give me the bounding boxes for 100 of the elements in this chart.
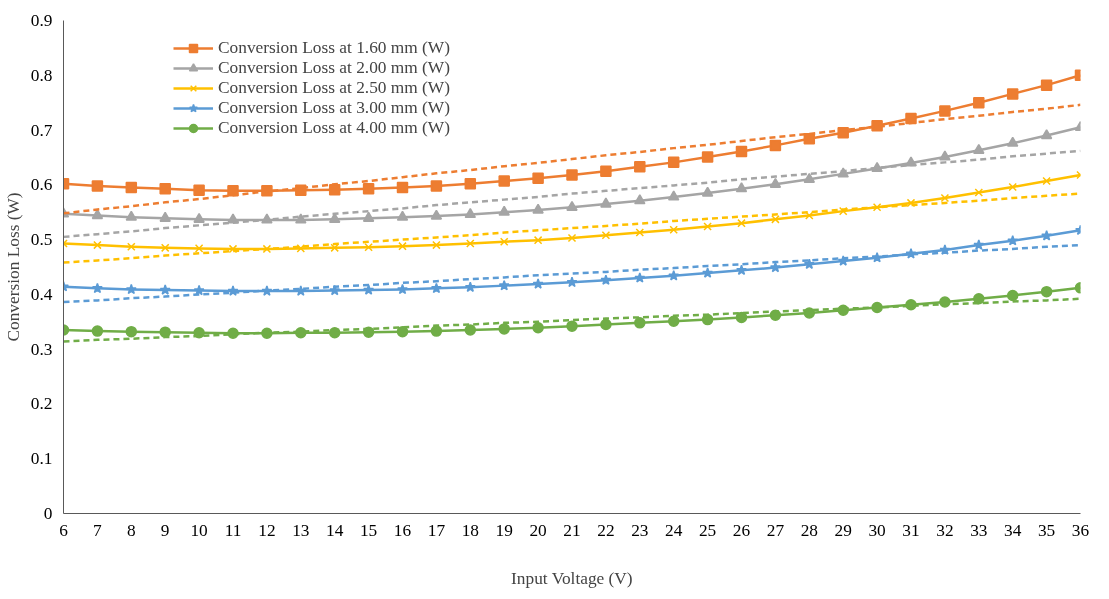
y-tick-label: 0.4 — [30, 284, 53, 304]
point — [600, 197, 612, 208]
point — [771, 215, 780, 224]
point — [464, 281, 476, 293]
point — [1006, 88, 1019, 100]
point — [974, 188, 984, 197]
point — [838, 206, 848, 216]
x-axis-title: Input Voltage (V) — [511, 568, 633, 588]
x-tick-label: 21 — [563, 520, 581, 540]
point — [125, 283, 137, 295]
point — [905, 112, 917, 125]
x-tick-label: 19 — [495, 520, 513, 540]
point — [296, 244, 306, 253]
point — [93, 240, 102, 250]
y-tick-label: 0.2 — [30, 394, 53, 414]
x-tick-label: 13 — [292, 520, 310, 540]
point — [566, 200, 578, 211]
point — [362, 326, 375, 338]
point — [1040, 129, 1053, 140]
point — [600, 318, 612, 331]
point — [703, 222, 712, 231]
point — [735, 311, 748, 324]
point — [803, 258, 815, 270]
y-tick-label: 0.6 — [30, 175, 53, 195]
point — [261, 185, 273, 197]
x-tick-label: 15 — [359, 520, 378, 540]
point — [634, 194, 646, 205]
legend-label: Conversion Loss at 4.00 mm (W) — [218, 118, 450, 138]
legend-label: Conversion Loss at 2.00 mm (W) — [218, 58, 450, 78]
point — [737, 218, 746, 228]
point — [125, 181, 138, 194]
point — [735, 145, 748, 158]
x-tick-label: 16 — [393, 520, 412, 540]
point — [362, 182, 375, 195]
x-tick-label: 17 — [427, 520, 446, 540]
point — [1006, 136, 1019, 147]
point — [805, 211, 814, 220]
point — [328, 184, 341, 196]
point — [159, 211, 171, 222]
point — [364, 242, 373, 252]
point — [532, 203, 544, 214]
point — [872, 203, 882, 212]
point — [601, 230, 611, 240]
point — [430, 180, 443, 192]
point — [906, 198, 916, 208]
point — [363, 284, 375, 295]
x-tick-label: 8 — [126, 520, 136, 540]
x-tick-label: 36 — [1071, 520, 1090, 540]
x-tick-label: 22 — [597, 520, 615, 540]
point — [91, 325, 104, 337]
point — [667, 315, 680, 327]
point — [600, 165, 612, 177]
point — [430, 282, 442, 294]
y-tick-label: 0.7 — [30, 120, 53, 140]
point — [127, 242, 136, 252]
point — [362, 211, 375, 222]
point — [1006, 289, 1019, 302]
point — [228, 244, 238, 254]
point — [837, 167, 849, 178]
x-tick-label: 20 — [529, 520, 547, 540]
point — [1007, 234, 1019, 246]
point — [566, 320, 578, 332]
point — [464, 177, 477, 190]
x-tick-label: 35 — [1037, 520, 1056, 540]
point — [466, 239, 475, 248]
point — [769, 139, 782, 152]
point — [667, 156, 680, 169]
point — [939, 105, 951, 117]
x-tick-label: 33 — [970, 520, 988, 540]
x-tick-label: 27 — [766, 520, 785, 540]
point — [973, 239, 985, 250]
x-tick-label: 18 — [461, 520, 479, 540]
point — [396, 181, 409, 194]
point — [1040, 79, 1053, 91]
y-tick-label: 0.3 — [30, 339, 53, 359]
legend-label: Conversion Loss at 3.00 mm (W) — [218, 98, 450, 118]
point — [533, 235, 543, 245]
point — [735, 264, 748, 276]
y-axis-title: Conversion Loss (W) — [3, 192, 23, 342]
x-tick-label: 23 — [631, 520, 649, 540]
point — [498, 175, 510, 187]
point — [396, 283, 409, 295]
point — [498, 205, 510, 216]
x-tick-label: 7 — [93, 520, 103, 540]
point — [330, 243, 339, 253]
point — [262, 244, 272, 254]
point — [532, 172, 544, 185]
point — [464, 207, 477, 219]
point — [499, 237, 509, 247]
x-tick-label: 24 — [665, 520, 683, 540]
y-tick-label: 0 — [43, 504, 53, 523]
point — [973, 143, 985, 154]
point — [701, 186, 714, 197]
point — [532, 322, 544, 334]
x-tick-label: 14 — [326, 520, 344, 540]
x-tick-label: 9 — [160, 520, 170, 540]
point — [635, 228, 645, 237]
x-tick-label: 32 — [936, 520, 954, 540]
y-tick-label: 0.1 — [30, 449, 53, 469]
point — [125, 210, 138, 221]
